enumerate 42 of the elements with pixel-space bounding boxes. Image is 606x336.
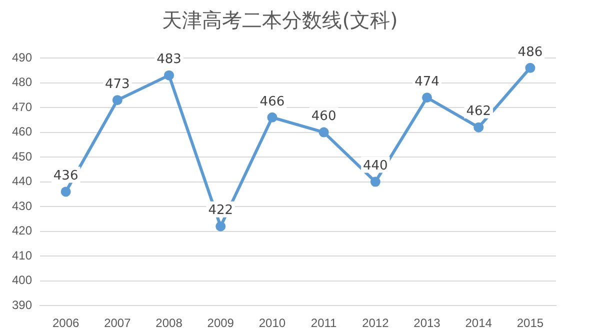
point: [525, 62, 536, 73]
data-label: 462: [466, 104, 492, 120]
point: [422, 92, 432, 103]
point: [216, 221, 226, 232]
point: [164, 70, 174, 80]
y-tick-label: 400: [12, 273, 32, 288]
x-tick-label: 2012: [362, 316, 390, 330]
data-label: 486: [518, 44, 543, 60]
x-tick-label: 2011: [310, 316, 338, 330]
y-tick-label: 430: [12, 198, 32, 213]
y-tick-label: 490: [12, 50, 32, 64]
y-tick-label: 480: [12, 75, 32, 90]
x-tick-label: 2015: [516, 316, 544, 330]
x-tick-label: 2010: [258, 316, 286, 330]
point: [267, 112, 278, 122]
x-tick-label: 2013: [414, 316, 441, 330]
data-label: 440: [362, 158, 388, 174]
x-tick-label: 2007: [104, 316, 132, 330]
x-tick-label: 2008: [156, 316, 183, 330]
data-label: 474: [414, 74, 440, 90]
data-label: 436: [53, 168, 78, 184]
x-tick-label: 2014: [465, 316, 492, 330]
y-tick-label: 410: [12, 248, 32, 262]
x-tick-label: 2009: [207, 316, 234, 330]
data-label: 460: [311, 109, 336, 124]
point: [370, 176, 380, 187]
data-label: 422: [208, 203, 234, 218]
data-label: 473: [105, 76, 130, 92]
point: [318, 127, 329, 138]
data-label: 483: [156, 52, 182, 68]
y-tick-label: 460: [12, 124, 32, 139]
x-tick-label: 2006: [52, 316, 80, 330]
y-tick-label: 390: [12, 298, 32, 312]
y-tick-label: 450: [12, 149, 32, 164]
point: [112, 95, 122, 106]
point: [60, 186, 71, 197]
point: [474, 122, 484, 132]
data-label: 466: [260, 94, 285, 110]
y-tick-label: 440: [12, 174, 32, 188]
y-tick-label: 470: [12, 100, 32, 114]
chart-title: 天津高考二本分数线(文科): [162, 8, 398, 32]
y-tick-label: 420: [12, 224, 32, 238]
